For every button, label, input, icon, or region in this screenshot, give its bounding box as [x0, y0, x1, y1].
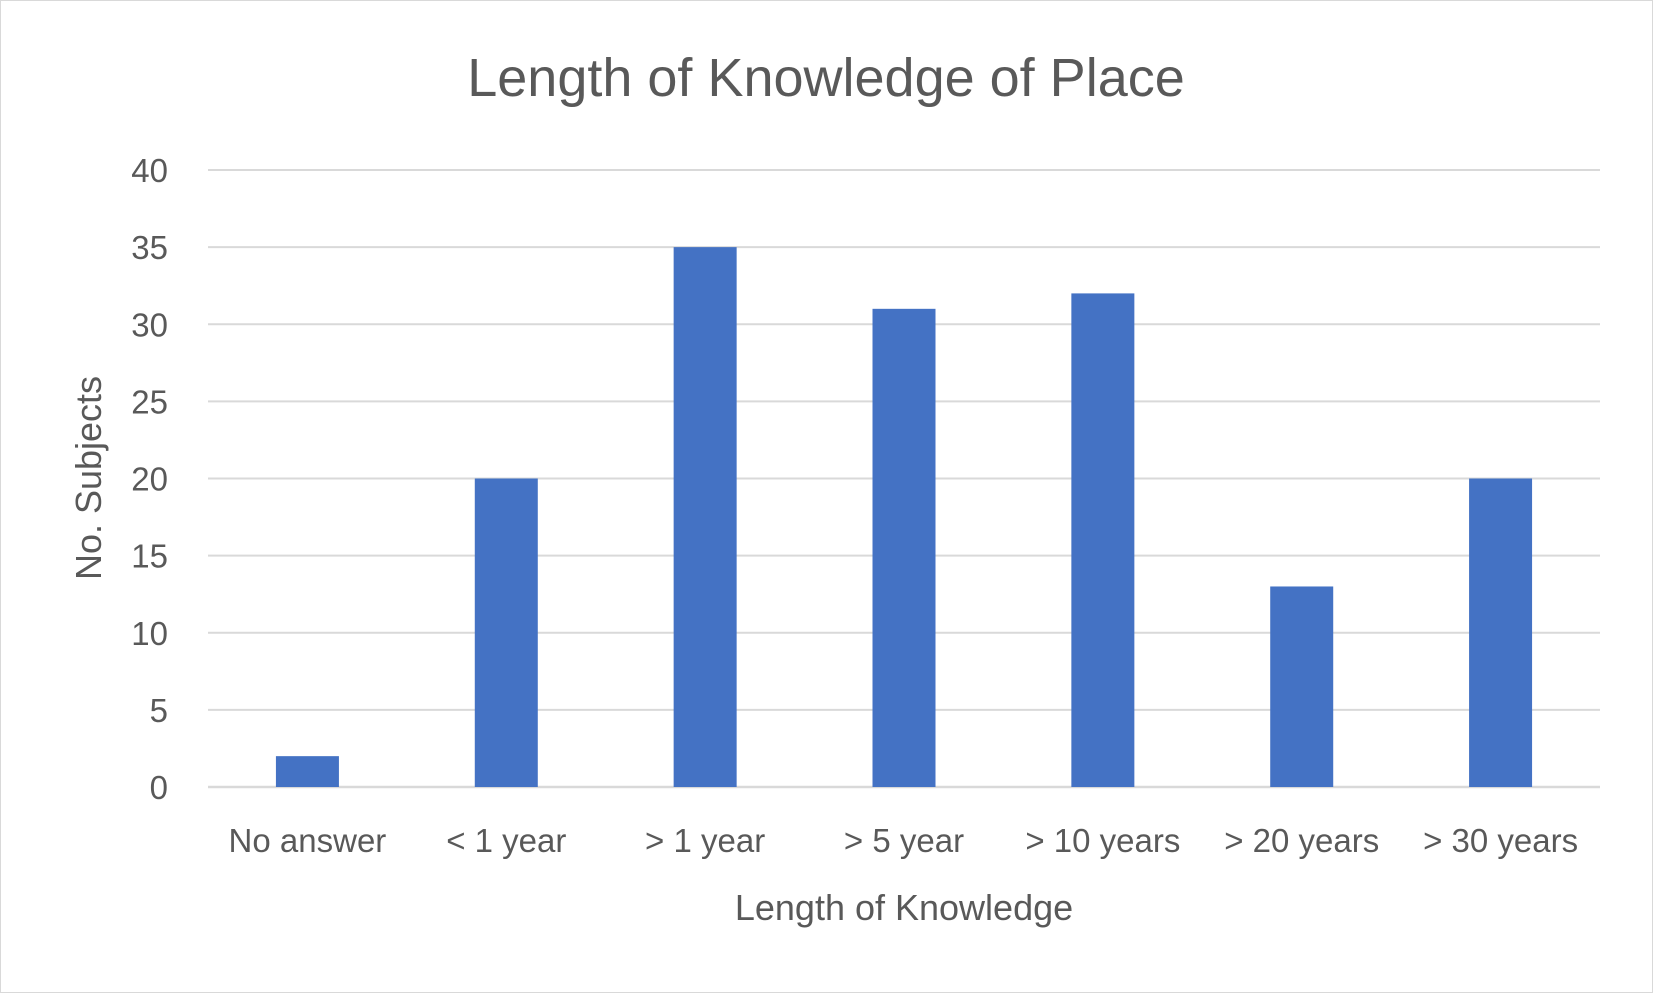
chart-title: Length of Knowledge of Place	[467, 48, 1185, 108]
y-tick-label: 25	[131, 383, 168, 420]
bars	[275, 247, 1533, 787]
y-axis-title: No. Subjects	[68, 376, 109, 580]
y-tick-label: 40	[131, 152, 168, 189]
bar	[1469, 478, 1533, 787]
x-tick-label: > 5 year	[844, 822, 964, 859]
x-tick-label: > 30 years	[1423, 822, 1578, 859]
bar	[275, 756, 339, 787]
x-tick-label: > 10 years	[1025, 822, 1180, 859]
y-tick-label: 20	[131, 461, 168, 498]
x-axis-title: Length of Knowledge	[735, 887, 1073, 928]
x-tick-label: < 1 year	[446, 822, 566, 859]
y-tick-label: 0	[150, 769, 168, 806]
y-tick-label: 15	[131, 538, 168, 575]
x-axis-ticks: No answer < 1 year > 1 year > 5 year > 10 ye…	[229, 822, 1579, 859]
bar	[673, 247, 737, 787]
x-tick-label: > 1 year	[645, 822, 765, 859]
x-tick-label: No answer	[229, 822, 387, 859]
y-tick-label: 35	[131, 229, 168, 266]
y-axis-ticks: 0 5 10 15 20 25 30 35 40	[131, 152, 168, 806]
bar	[1270, 586, 1334, 787]
y-tick-label: 10	[131, 615, 168, 652]
x-tick-label: > 20 years	[1224, 822, 1379, 859]
bar	[1071, 293, 1135, 787]
y-tick-label: 30	[131, 306, 168, 343]
bar	[872, 308, 936, 787]
y-tick-label: 5	[150, 692, 168, 729]
bar	[474, 478, 538, 787]
